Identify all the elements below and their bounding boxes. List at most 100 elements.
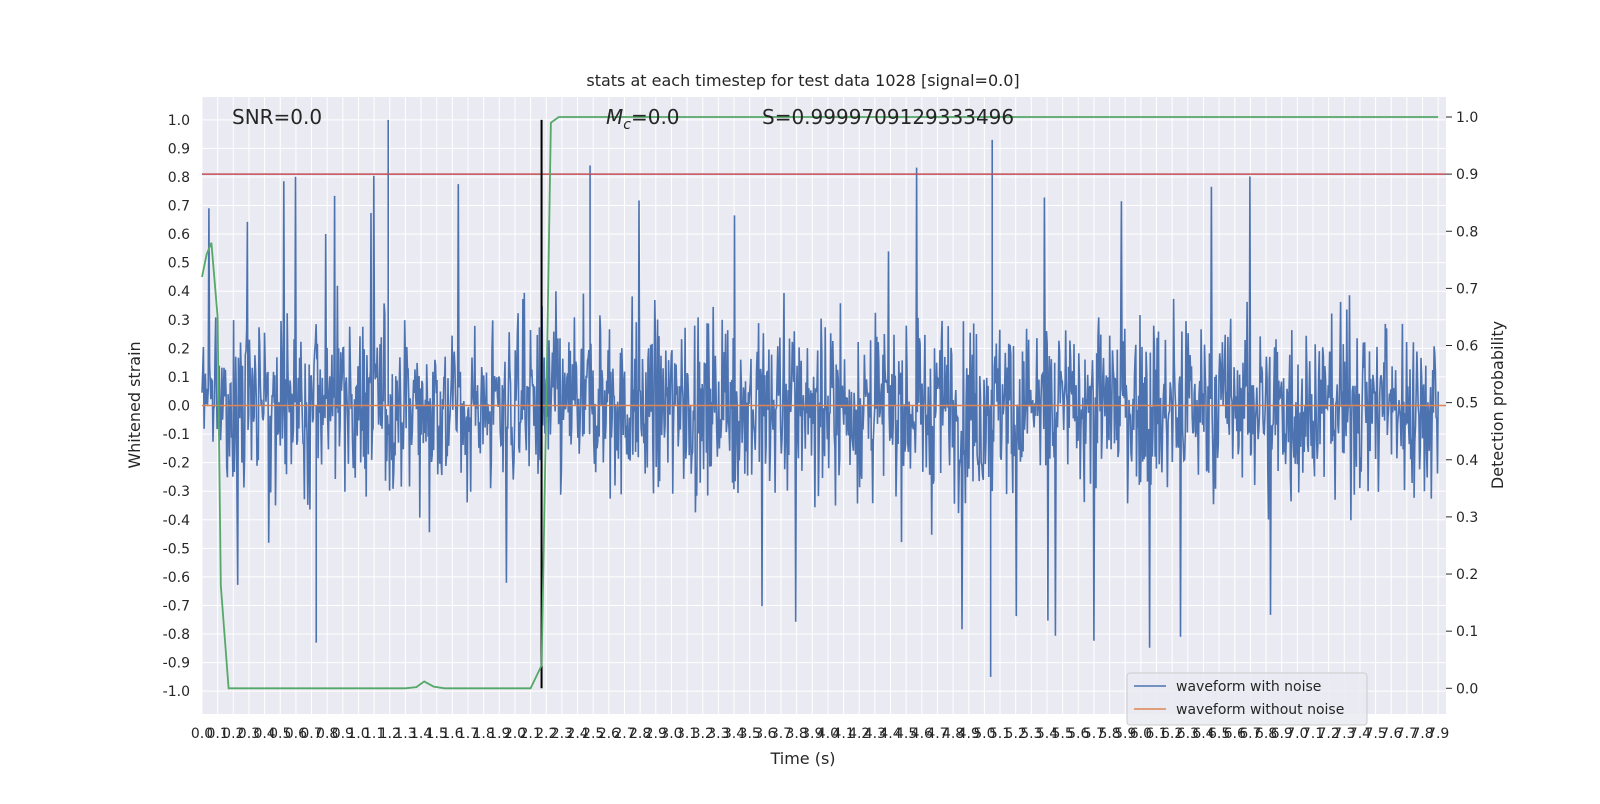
x-tick-label: 7.1 xyxy=(1302,726,1324,742)
x-tick-label: 3.3 xyxy=(707,726,729,742)
x-tick-label: 2.9 xyxy=(645,726,667,742)
noise-waveform xyxy=(201,119,1439,677)
x-tick-label: 3.1 xyxy=(676,726,698,742)
x-tick-label: 1.1 xyxy=(363,726,385,742)
y-right-tick-label: 0.8 xyxy=(1456,224,1478,240)
x-tick-label: 2.3 xyxy=(551,726,573,742)
x-tick-label: 6.8 xyxy=(1255,726,1277,742)
x-tick-label: 5.4 xyxy=(1036,726,1058,742)
x-tick-label: 4.7 xyxy=(926,726,948,742)
x-tick-label: 5.6 xyxy=(1067,726,1089,742)
x-tick-label: 1.9 xyxy=(488,726,510,742)
x-tick-label: 7.2 xyxy=(1318,726,1340,742)
x-tick-label: 3.6 xyxy=(754,726,776,742)
y-left-tick-label: -0.3 xyxy=(163,484,190,500)
x-tick-label: 3.4 xyxy=(723,726,745,742)
y-left-tick-label: 0.1 xyxy=(168,370,190,386)
x-tick-label: 3.2 xyxy=(692,726,714,742)
mc-symbol: M xyxy=(606,105,623,129)
y-right-tick-label: 0.2 xyxy=(1456,567,1478,583)
x-tick-label: 0.2 xyxy=(222,726,244,742)
y-left-tick-label: -0.6 xyxy=(163,570,190,586)
y-left-tick-label: 1.0 xyxy=(168,113,190,129)
x-tick-label: 6.3 xyxy=(1177,726,1199,742)
x-tick-label: 2.7 xyxy=(613,726,635,742)
y-right-tick-labels: 1.0 0.9 0.8 0.7 0.6 0.5 0.4 0.3 0.2 0.1 0.0 xyxy=(1446,110,1478,697)
x-tick-label: 7.8 xyxy=(1411,726,1433,742)
legend-label-clean: waveform without noise xyxy=(1176,702,1344,718)
x-tick-label: 0.4 xyxy=(253,726,275,742)
y-right-tick-label: 0.1 xyxy=(1456,624,1478,640)
y-right-tick-label: 0.7 xyxy=(1456,281,1478,297)
y-left-tick-label: -0.1 xyxy=(163,427,190,443)
y-left-tick-label: 0.9 xyxy=(168,141,190,157)
x-tick-label: 5.5 xyxy=(1051,726,1073,742)
y-left-tick-label: 0.2 xyxy=(168,341,190,357)
probability-line xyxy=(201,116,1439,690)
x-tick-label: 2.1 xyxy=(519,726,541,742)
y-left-tick-label: 0.4 xyxy=(168,284,190,300)
y-left-tick-label: 0.5 xyxy=(168,256,190,272)
x-tick-label: 5.1 xyxy=(989,726,1011,742)
noise-waveform-path xyxy=(201,167,1439,648)
x-tick-label: 0.6 xyxy=(285,726,307,742)
x-tick-label: 1.3 xyxy=(394,726,416,742)
x-tick-label: 1.4 xyxy=(410,726,432,742)
legend-label-noise: waveform with noise xyxy=(1176,679,1321,695)
x-tick-label: 2.8 xyxy=(629,726,651,742)
y-left-tick-label: 0.3 xyxy=(168,313,190,329)
y-left-tick-label: -0.9 xyxy=(163,656,190,672)
chart-title: stats at each timestep for test data 102… xyxy=(586,71,1019,90)
x-tick-label: 2.0 xyxy=(504,726,526,742)
mc-annotation: Mc=0.0 xyxy=(606,105,680,133)
x-tick-label: 6.6 xyxy=(1224,726,1246,742)
y-left-tick-label: 0.0 xyxy=(168,399,190,415)
x-tick-label: 6.1 xyxy=(1145,726,1167,742)
x-tick-label: 4.1 xyxy=(832,726,854,742)
x-tick-label: 4.6 xyxy=(911,726,933,742)
x-tick-label: 3.5 xyxy=(739,726,761,742)
y-left-tick-label: -0.8 xyxy=(163,627,190,643)
x-tick-label: 7.6 xyxy=(1380,726,1402,742)
y-left-tick-labels: 1.0 0.9 0.8 0.7 0.6 0.5 0.4 0.3 0.2 0.1 0.0 -0.1 -0.… xyxy=(163,113,190,700)
x-tick-label: 1.2 xyxy=(379,726,401,742)
y-left-tick-label: 0.6 xyxy=(168,227,190,243)
y-left-tick-label: -0.5 xyxy=(163,541,190,557)
y-left-tick-label: -1.0 xyxy=(163,684,190,700)
x-tick-label: 2.5 xyxy=(582,726,604,742)
y-left-tick-label: 0.7 xyxy=(168,199,190,215)
snr-annotation: SNR=0.0 xyxy=(232,105,322,129)
x-tick-label: 7.4 xyxy=(1349,726,1371,742)
x-tick-label: 3.7 xyxy=(770,726,792,742)
x-tick-label: 5.9 xyxy=(1114,726,1136,742)
x-tick-label: 5.7 xyxy=(1083,726,1105,742)
x-tick-label: 1.0 xyxy=(347,726,369,742)
mc-value: =0.0 xyxy=(631,105,680,129)
y-right-tick-label: 0.3 xyxy=(1456,510,1478,526)
x-tick-labels: 0.00.10.20.30.40.50.60.70.80.91.01.11.21… xyxy=(191,726,1449,742)
x-tick-label: 0.8 xyxy=(316,726,338,742)
legend: waveform with noise waveform without noi… xyxy=(1126,672,1368,726)
x-tick-label: 6.7 xyxy=(1239,726,1261,742)
x-tick-label: 1.8 xyxy=(473,726,495,742)
x-tick-label: 6.9 xyxy=(1271,726,1293,742)
x-tick-label: 1.7 xyxy=(457,726,479,742)
y-left-tick-label: -0.2 xyxy=(163,456,190,472)
x-tick-label: 6.4 xyxy=(1192,726,1214,742)
x-tick-label: 4.0 xyxy=(817,726,839,742)
y-right-tick-label: 0.0 xyxy=(1456,681,1478,697)
x-tick-label: 0.1 xyxy=(207,726,229,742)
x-tick-label: 2.4 xyxy=(566,726,588,742)
x-tick-label: 7.0 xyxy=(1286,726,1308,742)
x-tick-label: 4.9 xyxy=(958,726,980,742)
y-right-tick-label: 0.4 xyxy=(1456,453,1478,469)
s-annotation: S=0.9999709129333496 xyxy=(762,105,1014,129)
y-right-tick-label: 1.0 xyxy=(1456,110,1478,126)
x-tick-label: 2.6 xyxy=(598,726,620,742)
x-tick-label: 7.9 xyxy=(1427,726,1449,742)
x-tick-label: 1.5 xyxy=(426,726,448,742)
x-tick-label: 3.8 xyxy=(785,726,807,742)
x-tick-label: 1.6 xyxy=(441,726,463,742)
y-right-tick-label: 0.9 xyxy=(1456,167,1478,183)
x-tick-label: 3.9 xyxy=(801,726,823,742)
